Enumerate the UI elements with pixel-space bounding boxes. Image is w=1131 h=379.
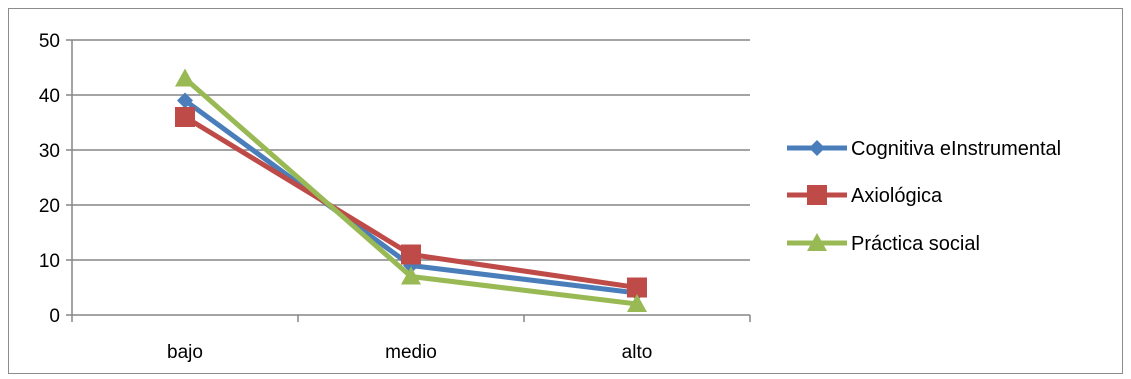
x-axis: bajo medio alto (71, 314, 751, 363)
square-marker (175, 107, 195, 127)
x-tick-label: medio (385, 342, 437, 363)
square-marker (401, 244, 421, 265)
x-tick-label: alto (622, 342, 653, 363)
y-tick-label: 0 (49, 306, 60, 327)
legend: Cognitiva eInstrumental Axiológica Práctic… (787, 138, 1061, 255)
gridlines (72, 39, 750, 261)
diamond-marker (177, 92, 193, 109)
triangle-marker (807, 233, 827, 251)
legend-label: Práctica social (851, 233, 980, 255)
series-3 (175, 68, 647, 312)
y-tick-label: 40 (39, 86, 60, 107)
square-marker (627, 277, 647, 298)
diamond-marker (809, 140, 825, 156)
y-tick-label: 30 (39, 141, 60, 162)
y-tick-label: 20 (39, 196, 60, 217)
triangle-marker (627, 294, 647, 312)
y-tick-label: 50 (39, 31, 60, 52)
legend-label: Cognitiva eInstrumental (851, 138, 1061, 160)
series-2 (175, 107, 647, 298)
triangle-marker (401, 266, 421, 285)
chart-frame (8, 8, 1123, 374)
y-axis: 0 10 20 30 40 50 (39, 31, 73, 327)
y-tick-label: 10 (39, 251, 60, 272)
square-marker (807, 185, 827, 205)
legend-entry: Cognitiva eInstrumental (787, 138, 1061, 160)
legend-label: Axiológica (851, 185, 943, 207)
legend-entry: Práctica social (787, 233, 980, 255)
x-tick-label: bajo (167, 342, 203, 363)
triangle-marker (175, 68, 195, 87)
legend-entry: Axiológica (787, 185, 943, 207)
series-lines (175, 68, 647, 312)
